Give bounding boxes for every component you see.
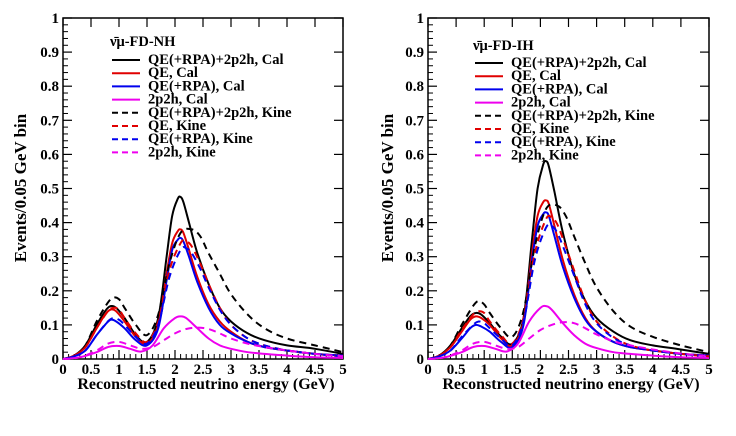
left-y-ticks: 0 0.1 0.2 0.3 0.4 0.5 0.6 0.7 0.8 0.9 1 xyxy=(40,11,343,368)
x-tick-label: 3.5 xyxy=(250,362,269,378)
right-curves xyxy=(427,159,710,360)
y-tick-label: 0.4 xyxy=(405,216,424,232)
x-tick-label: 2 xyxy=(537,362,545,378)
x-tick-label: 1 xyxy=(115,362,123,378)
y-tick-label: 0.2 xyxy=(405,284,424,300)
left-panel: 00.10.20.30.40.50.60.70.80.91 0 0.5 1 1.5 2 2… xyxy=(11,11,347,393)
series-line xyxy=(62,236,344,360)
x-tick-label: 0.5 xyxy=(82,362,101,378)
y-tick-label: 1 xyxy=(52,11,60,27)
x-tick-label: 4 xyxy=(649,362,657,378)
x-tick-label: 0.5 xyxy=(447,362,466,378)
legend-entry: QE(+RPA)+2p2h, Cal xyxy=(148,52,283,68)
y-tick-label: 0.9 xyxy=(40,45,59,61)
left-plot-frame xyxy=(62,17,344,360)
legend-entry: QE(+RPA)+2p2h, Kine xyxy=(511,108,655,124)
left-curves xyxy=(62,195,344,360)
legend-entry: QE(+RPA), Kine xyxy=(511,134,616,150)
legend-entry: QE, Kine xyxy=(511,121,570,137)
y-tick-label: 0.7 xyxy=(405,113,424,129)
y-tick-label: 0.9 xyxy=(405,45,424,61)
series-line xyxy=(427,214,710,360)
x-tick-label: 5 xyxy=(339,362,347,378)
y-tick-label: 0.6 xyxy=(40,147,59,163)
legend-entry: 2p2h, Cal xyxy=(511,95,571,111)
x-tick-label: 0 xyxy=(424,362,432,378)
left-legend-title: ν̄μ-FD-NH xyxy=(109,34,176,50)
legend-entry: QE(+RPA), Kine xyxy=(148,131,253,147)
right-y-ticks: 0 0.1 0.2 0.3 0.4 0.5 0.6 0.7 0.8 0.9 1 xyxy=(405,11,709,368)
x-tick-label: 1 xyxy=(480,362,488,378)
y-tick-label: 0.1 xyxy=(405,318,424,334)
right-y-axis-label: Events/0.05 GeV bin xyxy=(378,113,397,262)
left-x-axis-label: Reconstructed neutrino energy (GeV) xyxy=(77,376,334,393)
right-panel: 00.10.20.30.40.50.60.70.80.91 0 0.5 1 1.5 2 2… xyxy=(378,11,713,393)
series-line xyxy=(427,159,710,360)
series-line xyxy=(62,195,344,360)
series-line xyxy=(427,321,710,360)
y-tick-label: 0.1 xyxy=(40,318,59,334)
series-line xyxy=(62,227,344,360)
y-tick-label: 0.3 xyxy=(40,250,59,266)
series-line xyxy=(427,211,710,360)
y-tick-label: 0.3 xyxy=(405,250,424,266)
y-tick-label: 0.4 xyxy=(40,216,59,232)
y-tick-label: 0.5 xyxy=(40,182,59,198)
y-tick-label: 0.5 xyxy=(405,182,424,198)
y-tick-label: 0.6 xyxy=(405,147,424,163)
x-tick-label: 4 xyxy=(283,362,291,378)
legend-entry: QE, Cal xyxy=(511,68,561,84)
left-y-axis-label: Events/0.05 GeV bin xyxy=(11,113,30,262)
right-legend-title: ν̄μ-FD-IH xyxy=(472,38,534,54)
x-tick-label: 3 xyxy=(227,362,235,378)
legend-entry: 2p2h, Cal xyxy=(148,92,208,108)
series-line xyxy=(427,223,710,360)
legend-entry: QE, Cal xyxy=(148,65,198,81)
series-line xyxy=(62,239,344,360)
y-tick-label: 0.2 xyxy=(40,284,59,300)
x-tick-label: 4.5 xyxy=(672,362,691,378)
x-tick-label: 2.5 xyxy=(194,362,213,378)
series-line xyxy=(427,304,710,360)
x-tick-label: 3.5 xyxy=(615,362,634,378)
right-x-axis-label: Reconstructed neutrino energy (GeV) xyxy=(442,376,699,393)
y-tick-label: 0 xyxy=(52,352,60,368)
y-tick-label: 0.8 xyxy=(405,79,424,95)
legend-entry: QE(+RPA)+2p2h, Kine xyxy=(148,105,292,121)
x-tick-label: 0 xyxy=(59,362,67,378)
x-tick-label: 5 xyxy=(705,362,713,378)
x-tick-label: 2 xyxy=(171,362,179,378)
legend-entry: QE(+RPA)+2p2h, Cal xyxy=(511,55,646,71)
legend-entry: QE(+RPA), Cal xyxy=(511,81,608,97)
y-tick-label: 0.7 xyxy=(40,113,59,129)
y-tick-label: 1 xyxy=(417,11,425,27)
left-x-ticks: 0 0.5 1 1.5 2 2.5 3 3.5 4 4.5 5 xyxy=(59,18,347,378)
series-line xyxy=(62,315,344,360)
x-tick-label: 2.5 xyxy=(559,362,578,378)
x-tick-label: 1.5 xyxy=(503,362,522,378)
x-tick-label: 1.5 xyxy=(138,362,157,378)
legend-entry: 2p2h, Kine xyxy=(511,147,579,163)
x-tick-label: 4.5 xyxy=(306,362,325,378)
series-line xyxy=(62,326,344,360)
legend-entry: QE(+RPA), Cal xyxy=(148,78,245,94)
y-tick-label: 0 xyxy=(417,352,425,368)
y-tick-label: 0.8 xyxy=(40,79,59,95)
legend-entry: QE, Kine xyxy=(148,118,207,134)
legend-entry: 2p2h, Kine xyxy=(148,144,216,160)
x-tick-label: 3 xyxy=(593,362,601,378)
